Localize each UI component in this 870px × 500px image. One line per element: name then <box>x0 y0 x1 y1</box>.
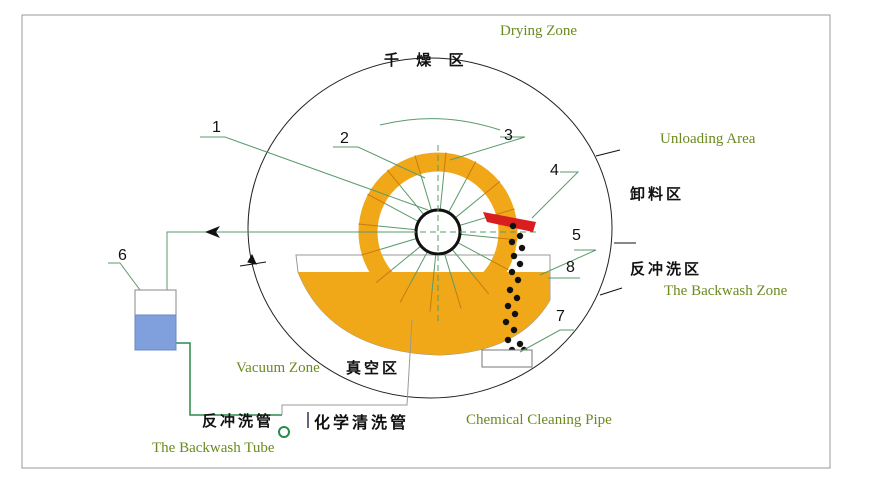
unloading-en: Unloading Area <box>660 131 756 147</box>
label-6: 6 <box>118 247 127 264</box>
cake-particle <box>510 252 518 260</box>
ring-segment-divider <box>465 161 477 180</box>
label-8: 8 <box>566 259 575 276</box>
valve-icon[interactable] <box>278 426 290 438</box>
drying-zone-cn: 千 燥 区 <box>384 51 469 69</box>
cake-particle <box>516 260 524 268</box>
spoke <box>459 233 498 239</box>
frame <box>21 14 831 469</box>
ring-segment-divider <box>429 291 433 312</box>
spokes <box>378 172 498 292</box>
zone-markers <box>239 149 636 296</box>
spoke <box>451 248 477 279</box>
chemical-pipe <box>281 319 413 415</box>
cake-particle <box>511 310 519 318</box>
spoke <box>420 174 433 212</box>
cake-particle <box>509 222 517 230</box>
spoke <box>378 225 417 231</box>
ring-segment-divider <box>399 284 411 303</box>
cake-particle <box>516 232 524 240</box>
label-3: 3 <box>504 127 513 144</box>
ring-segment-divider <box>484 180 501 195</box>
spoke <box>447 178 467 213</box>
label-7: 7 <box>556 308 565 325</box>
vacuum-zone-cn: 真空区 <box>346 359 400 377</box>
spoke <box>457 241 492 261</box>
spoke <box>439 172 445 211</box>
backwash-zone-cn: 反冲洗区 <box>630 260 702 278</box>
flow-arrow <box>205 226 220 238</box>
spoke <box>391 245 422 271</box>
backwash-zone-en: The Backwash Zone <box>664 283 788 299</box>
backwash-tube-en: The Backwash Tube <box>152 440 275 456</box>
cake-particle <box>518 244 526 252</box>
label-1: 1 <box>212 119 221 136</box>
cake-particle <box>513 294 521 302</box>
chemical-pipe-cn: 化学清洗管 <box>314 413 409 432</box>
spoke <box>399 185 425 216</box>
vacuum-pipe <box>166 231 416 290</box>
label-2: 2 <box>340 130 349 147</box>
spoke <box>409 251 429 286</box>
zone-circle <box>247 57 613 399</box>
backwash-pipe <box>176 342 282 416</box>
spoke <box>454 193 485 219</box>
ring-segment-divider <box>414 155 422 175</box>
vacuum-zone-en: Vacuum Zone <box>236 360 320 376</box>
ring-segment-divider <box>375 269 392 284</box>
ring-segment-divider <box>454 289 462 309</box>
tank-liquid <box>134 314 177 351</box>
ring-segment-divider <box>358 223 379 227</box>
cake-particle <box>502 318 510 326</box>
spoke <box>384 203 419 223</box>
unloading-cn: 卸料区 <box>630 185 684 203</box>
cake-particle <box>508 268 516 276</box>
label-5: 5 <box>572 227 581 244</box>
backwash-tube-cn: 反冲洗管 <box>202 412 274 430</box>
ring-segment-divider <box>386 169 401 186</box>
label-4: 4 <box>550 162 559 179</box>
hopper <box>481 349 533 368</box>
cake-particle <box>510 326 518 334</box>
ring-segment-divider <box>361 248 381 256</box>
spoke <box>443 252 456 290</box>
ring-segment-divider <box>497 237 518 241</box>
ring-segment-divider <box>475 278 490 295</box>
cake-particle <box>514 276 522 284</box>
drying-zone-en: Drying Zone <box>500 23 577 39</box>
ring-segment-divider <box>367 193 386 205</box>
spoke <box>380 237 418 250</box>
ring-segments <box>358 152 518 312</box>
ring-segment-divider <box>443 152 447 173</box>
cake-particle <box>516 340 524 348</box>
chemical-pipe-en: Chemical Cleaning Pipe <box>466 412 612 428</box>
cake-particle <box>508 238 516 246</box>
spoke <box>431 253 437 292</box>
scraper <box>483 212 536 232</box>
ring-segment-divider <box>495 208 515 216</box>
ring-segment-divider <box>490 259 509 271</box>
leader-lines <box>108 118 597 353</box>
cake-particle <box>504 302 512 310</box>
cake-particle <box>504 336 512 344</box>
cake-particle <box>506 286 514 294</box>
